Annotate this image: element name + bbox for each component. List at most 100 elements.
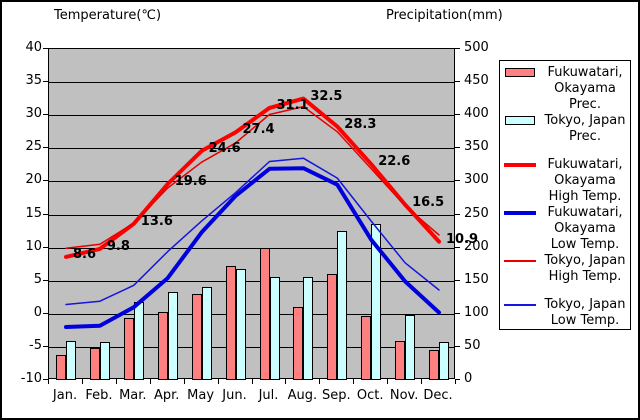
left-axis-title: Temperature(℃) bbox=[54, 8, 162, 23]
right-axis-tick-label: 450 bbox=[464, 73, 489, 89]
x-axis-month-label: Aug. bbox=[287, 388, 318, 403]
legend-line-swatch bbox=[504, 163, 536, 167]
plot-area: 8.6 9.8 13.6 19.6 24.6 27.4 31.1 32.5 28.3 22.6 16… bbox=[48, 48, 478, 380]
legend-label: Tokyo, Japan Prec. bbox=[540, 113, 630, 145]
gridline bbox=[49, 280, 454, 282]
legend-label-line: Tokyo, Japan bbox=[544, 297, 626, 312]
gridline bbox=[49, 115, 454, 117]
tokyo-japan-prec-bar bbox=[371, 224, 382, 380]
right-axis-tick bbox=[455, 180, 460, 182]
gridline bbox=[49, 214, 454, 216]
x-axis-month-label: Dec. bbox=[423, 388, 453, 403]
left-axis-tick-label: 10 bbox=[25, 238, 42, 254]
fukuwatari-okayama-prec-bar bbox=[293, 307, 304, 380]
left-axis-tick-label: 5 bbox=[33, 271, 42, 287]
right-axis-tick bbox=[455, 279, 460, 281]
x-axis-month-label: Jan. bbox=[52, 388, 78, 403]
legend-label: Fukuwatari, Okayama High Temp. bbox=[540, 157, 630, 205]
legend-bar-swatch bbox=[505, 68, 535, 77]
fukuwatari-okayama-prec-bar bbox=[56, 354, 66, 380]
legend-label-line: Tokyo, Japan bbox=[544, 253, 626, 268]
temperature-lines bbox=[64, 96, 441, 329]
gridline bbox=[49, 247, 454, 249]
right-axis-tick bbox=[455, 147, 460, 149]
x-axis-tick bbox=[251, 379, 253, 384]
legend-item: Tokyo, Japan High Temp. bbox=[500, 253, 630, 285]
high-temp-value-label: 32.5 bbox=[310, 88, 343, 104]
x-axis-month-label: Apr. bbox=[153, 388, 180, 403]
right-axis-tick bbox=[455, 213, 460, 215]
high-temp-value-label: 16.5 bbox=[412, 194, 445, 210]
legend-label: Tokyo, Japan High Temp. bbox=[540, 253, 630, 285]
right-axis-tick-label: 500 bbox=[464, 40, 489, 55]
fukuwatari-okayama-prec-bar bbox=[123, 318, 134, 380]
right-axis-tick bbox=[455, 114, 460, 116]
right-axis-tick bbox=[455, 246, 460, 248]
legend: Fukuwatari, Okayama Prec. Tokyo, Japan Prec.… bbox=[499, 60, 631, 330]
right-axis-tick-label: 300 bbox=[464, 172, 489, 188]
left-axis-tick-label: 0 bbox=[33, 304, 42, 320]
legend-label-line: Fukuwatari, bbox=[547, 65, 623, 80]
legend-label-line: Fukuwatari, bbox=[547, 205, 623, 220]
legend-label: Fukuwatari, Okayama Low Temp. bbox=[540, 205, 630, 253]
left-axis-tick-label: 20 bbox=[25, 172, 42, 188]
x-axis-tick bbox=[217, 379, 219, 384]
right-axis-tick-label: 100 bbox=[464, 304, 489, 320]
right-axis-tick bbox=[455, 312, 460, 314]
legend-label: Tokyo, Japan Low Temp. bbox=[540, 297, 630, 329]
right-axis-tick-label: 350 bbox=[464, 139, 489, 155]
x-axis-tick bbox=[353, 379, 355, 384]
tokyo-japan-prec-bar bbox=[66, 340, 76, 380]
tokyo-japan-prec-bar bbox=[337, 231, 348, 380]
high-temp-value-label: 22.6 bbox=[378, 154, 411, 170]
high-temp-value-label: 8.6 bbox=[73, 246, 97, 262]
legend-swatch-cell bbox=[500, 113, 540, 125]
fukuwatari-okayama-prec-bar bbox=[361, 315, 372, 380]
legend-label-line: Low Temp. bbox=[550, 237, 620, 252]
x-axis-tick bbox=[319, 379, 321, 384]
legend-swatch-cell bbox=[500, 205, 540, 215]
x-axis-month-label: Oct. bbox=[356, 388, 384, 403]
x-axis-tick bbox=[115, 379, 117, 384]
x-axis-tick bbox=[48, 379, 49, 384]
right-axis-tick bbox=[455, 345, 460, 347]
right-axis-tick-label: 400 bbox=[464, 106, 489, 122]
x-axis-tick bbox=[285, 379, 287, 384]
left-axis-tick bbox=[43, 180, 48, 182]
left-axis-tick bbox=[43, 345, 48, 347]
gridline bbox=[49, 346, 454, 348]
legend-label-line: Prec. bbox=[569, 129, 601, 144]
right-axis-tick-label: 200 bbox=[464, 238, 489, 254]
right-axis-tick-label: 250 bbox=[464, 205, 489, 221]
left-axis-tick bbox=[43, 246, 48, 248]
left-axis-tick-label: 25 bbox=[25, 139, 42, 155]
left-axis-tick-label: 40 bbox=[25, 40, 42, 55]
left-axis-tick bbox=[43, 147, 48, 149]
high-temp-value-label: 9.8 bbox=[106, 238, 130, 254]
fukuwatari-okayama-prec-bar bbox=[157, 311, 168, 380]
x-axis-month-label: Jun. bbox=[222, 388, 247, 403]
legend-label-line: Tokyo, Japan bbox=[544, 113, 626, 128]
legend-swatch-cell bbox=[500, 297, 540, 306]
legend-swatch-cell bbox=[500, 157, 540, 167]
fukuwatari-okayama-low-temp-line bbox=[64, 166, 441, 329]
high-temp-value-label: 31.1 bbox=[276, 97, 309, 113]
left-axis-tick-label: 35 bbox=[25, 73, 42, 89]
left-axis-tick bbox=[43, 213, 48, 215]
fukuwatari-okayama-prec-bar bbox=[327, 274, 338, 380]
tokyo-japan-prec-bar bbox=[303, 277, 314, 380]
left-axis-tick bbox=[43, 114, 48, 116]
legend-label-line: Okayama bbox=[554, 173, 616, 188]
right-axis-tick-label: 150 bbox=[464, 271, 489, 287]
high-temp-value-label: 19.6 bbox=[174, 174, 207, 189]
tokyo-japan-prec-bar bbox=[405, 314, 416, 380]
x-axis-tick bbox=[149, 379, 151, 384]
legend-item: Tokyo, Japan Prec. bbox=[500, 113, 630, 145]
legend-item: Fukuwatari, Okayama High Temp. bbox=[500, 157, 630, 205]
x-axis-tick bbox=[387, 379, 389, 384]
fukuwatari-okayama-high-temp-line bbox=[64, 96, 441, 259]
x-axis-month-label: Jul. bbox=[258, 388, 279, 403]
right-axis-tick-label: 0 bbox=[464, 371, 473, 386]
left-axis-tick bbox=[43, 279, 48, 281]
